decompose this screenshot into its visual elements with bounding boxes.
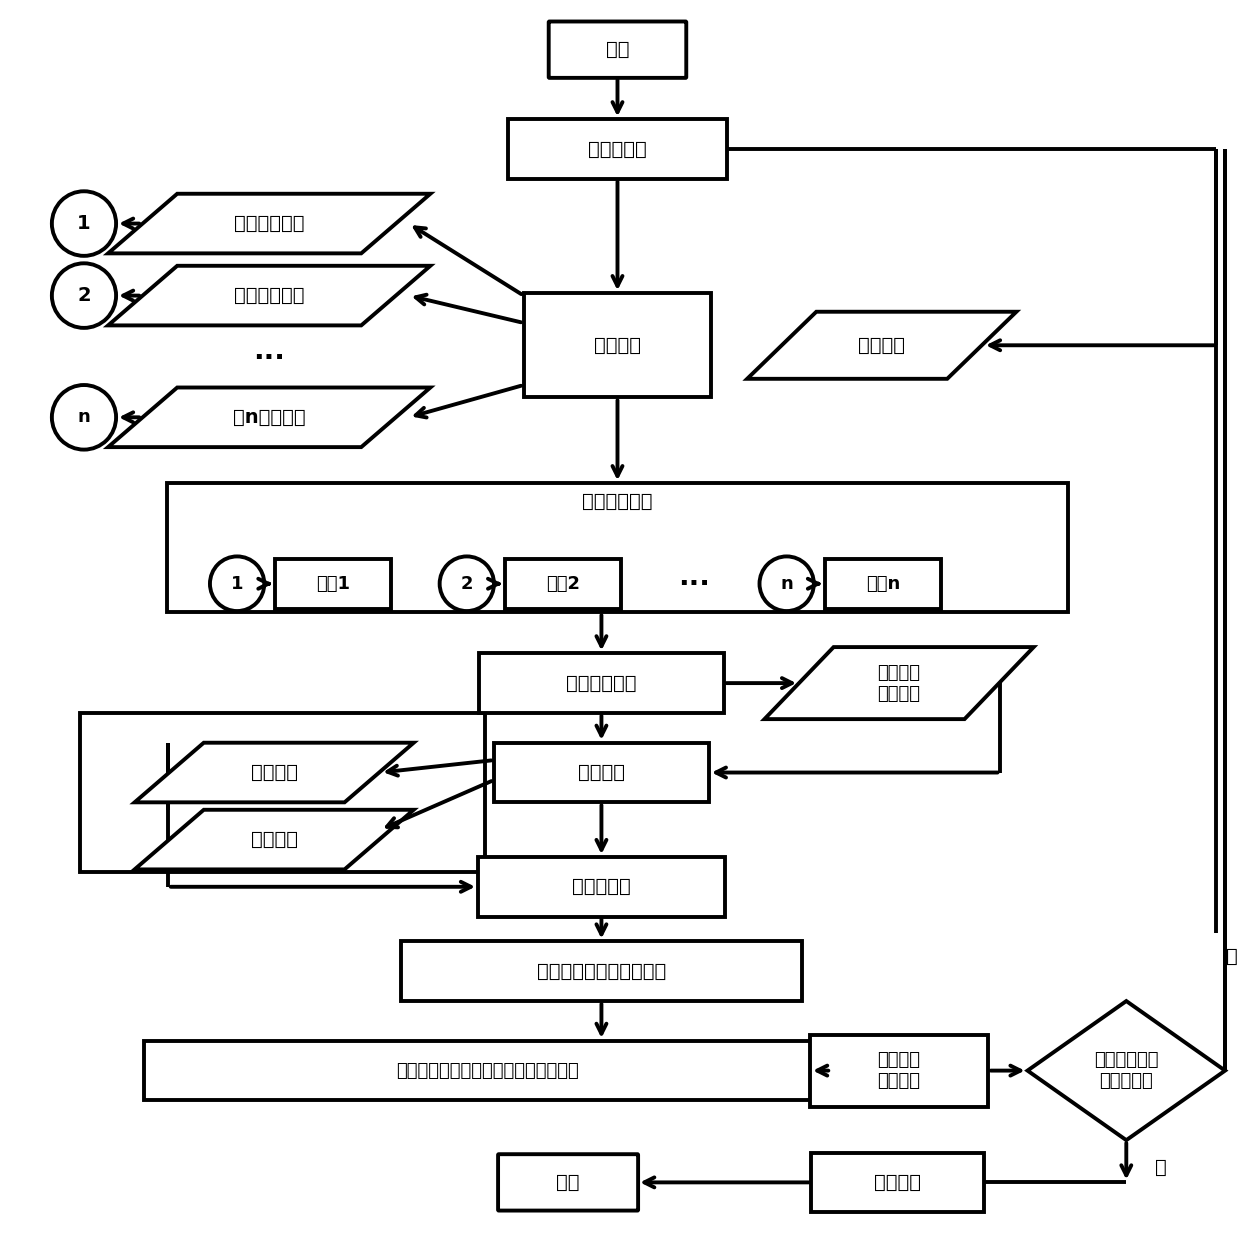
Text: 算法n: 算法n (866, 575, 900, 592)
Circle shape (760, 556, 813, 611)
Text: n: n (780, 575, 794, 592)
Text: 输出运算结果: 输出运算结果 (567, 673, 636, 693)
Polygon shape (135, 743, 414, 802)
Polygon shape (108, 266, 430, 325)
Bar (145, 1041, 831, 1100)
Text: 选出此次迭代的最佳算法: 选出此次迭代的最佳算法 (537, 961, 666, 981)
Text: n: n (78, 409, 91, 426)
Text: 第n组子种群: 第n组子种群 (233, 407, 305, 427)
Text: 全体种群: 全体种群 (858, 335, 905, 355)
Text: 算法并行运算: 算法并行运算 (583, 492, 652, 512)
Circle shape (210, 556, 264, 611)
Text: 个体评估: 个体评估 (578, 763, 625, 782)
Bar (275, 559, 392, 609)
Bar (166, 483, 1068, 612)
Text: 第二组子种群: 第二组子种群 (234, 286, 305, 306)
Text: 种群分组: 种群分组 (594, 335, 641, 355)
Text: 子算法评估: 子算法评估 (572, 877, 631, 897)
Text: 较好个体: 较好个体 (250, 830, 298, 850)
Text: 结束: 结束 (557, 1172, 580, 1192)
FancyBboxPatch shape (498, 1154, 639, 1211)
Circle shape (52, 191, 117, 256)
Bar (825, 559, 941, 609)
Bar (507, 119, 728, 179)
Circle shape (440, 556, 494, 611)
Text: 初始化种群: 初始化种群 (588, 139, 647, 159)
Circle shape (52, 385, 117, 450)
Text: 输出结果: 输出结果 (874, 1172, 921, 1192)
Polygon shape (748, 312, 1017, 379)
Text: 1: 1 (231, 575, 243, 592)
Text: 算法1: 算法1 (316, 575, 351, 592)
Text: 否: 否 (1226, 946, 1238, 966)
Bar (477, 857, 725, 917)
Text: 1: 1 (77, 214, 91, 233)
Bar (479, 653, 724, 713)
Text: 算法2: 算法2 (546, 575, 580, 592)
Text: 是: 是 (1154, 1158, 1167, 1177)
Circle shape (52, 263, 117, 328)
FancyBboxPatch shape (549, 21, 686, 78)
Bar (810, 1035, 988, 1107)
Polygon shape (1028, 1001, 1225, 1140)
Bar (811, 1153, 985, 1212)
Polygon shape (108, 194, 430, 253)
Text: 迭代后的
全体种群: 迭代后的 全体种群 (878, 663, 920, 703)
Text: 开始: 开始 (605, 40, 629, 60)
Polygon shape (764, 647, 1034, 719)
Text: 第一组子种群: 第一组子种群 (234, 214, 305, 233)
Bar (81, 713, 485, 872)
Bar (523, 293, 712, 397)
Text: 输出当前
全体种群: 输出当前 全体种群 (878, 1051, 920, 1090)
Text: 普通个体: 普通个体 (250, 763, 298, 782)
Bar (505, 559, 621, 609)
Bar (494, 743, 709, 802)
Bar (401, 941, 802, 1001)
Polygon shape (135, 810, 414, 869)
Text: 是否满足优化
的终止条件: 是否满足优化 的终止条件 (1094, 1051, 1158, 1090)
Text: ···: ··· (253, 344, 285, 371)
Polygon shape (108, 388, 430, 447)
Text: ···: ··· (678, 570, 711, 597)
Text: 2: 2 (77, 286, 91, 306)
Text: 利用最佳算法进行一定次数的迭代计算: 利用最佳算法进行一定次数的迭代计算 (397, 1062, 579, 1079)
Text: 2: 2 (460, 575, 474, 592)
